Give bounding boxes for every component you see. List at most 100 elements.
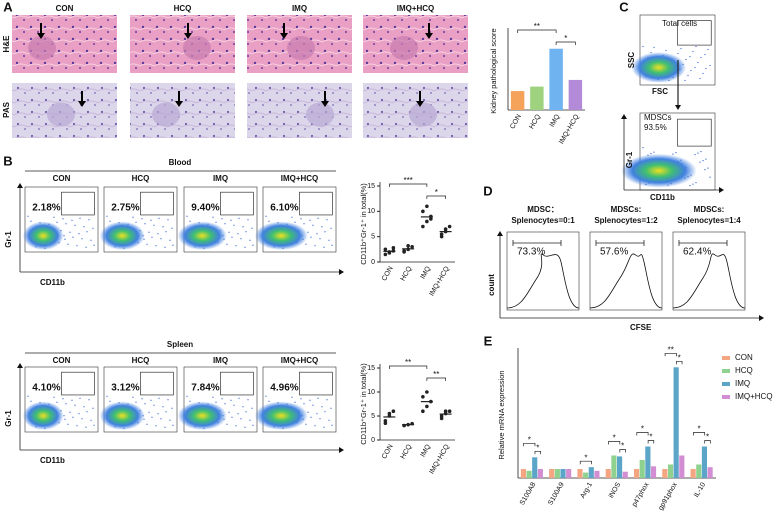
- flow-event: [237, 233, 239, 235]
- flow-event: [265, 215, 267, 217]
- y-tick-label: 15: [367, 183, 375, 190]
- column-label: HCQ: [174, 4, 192, 13]
- x-tick-label: CON: [381, 265, 395, 282]
- flow-density: [22, 401, 64, 431]
- flow-event: [164, 426, 166, 428]
- flow-event: [697, 61, 699, 64]
- gate: [220, 371, 254, 396]
- bar: [673, 367, 679, 478]
- y-tick-label: 5: [371, 234, 375, 241]
- arrow: [425, 23, 433, 39]
- x-tick-label: iNOS: [608, 481, 623, 499]
- percentage: 4.10%: [32, 382, 60, 393]
- panel-label: C: [619, 0, 629, 14]
- arrow: [78, 91, 86, 107]
- significance-bracket: [523, 442, 536, 447]
- percentage: 62.4%: [683, 247, 711, 258]
- x-tick-label: CON: [509, 113, 523, 130]
- flow-event: [268, 400, 270, 402]
- flow-event: [230, 399, 232, 401]
- flow-event: [700, 56, 702, 59]
- percentage: 3.12%: [111, 382, 139, 393]
- x-tick-label: CON: [381, 443, 395, 460]
- significance: *: [621, 442, 624, 451]
- flow-event: [326, 219, 328, 221]
- flow-event: [231, 236, 233, 238]
- axis-label: CD11b: [650, 193, 675, 202]
- flow-event: [300, 218, 302, 220]
- bar: [537, 469, 543, 478]
- flow-event: [684, 79, 686, 82]
- flow-event: [694, 154, 696, 156]
- flow-event: [265, 395, 267, 397]
- significance-bracket: [608, 441, 621, 445]
- gate: [61, 371, 95, 396]
- flow-event: [650, 153, 652, 155]
- flow-density: [99, 221, 145, 251]
- bar: [588, 467, 594, 478]
- group-label: IMQ: [213, 174, 228, 183]
- x-tick-label: S100A8: [519, 481, 538, 506]
- bar: [594, 470, 600, 478]
- flow-event: [291, 396, 293, 398]
- flow-density: [22, 221, 64, 251]
- glomerulus: [152, 102, 180, 127]
- flow-event: [323, 426, 325, 428]
- flow-event: [331, 244, 333, 246]
- flow-event: [155, 425, 157, 427]
- flow-event: [317, 217, 319, 219]
- flow-event: [303, 403, 305, 405]
- percentage: 4.96%: [270, 382, 298, 393]
- histogram-curve: [506, 253, 580, 309]
- flow-event: [310, 416, 312, 418]
- row-label: H&E: [2, 35, 11, 53]
- data-point: [387, 251, 392, 255]
- flow-event: [233, 224, 235, 226]
- flow-event: [72, 236, 74, 238]
- y-tick-label: 5: [371, 413, 375, 420]
- flow-event: [665, 49, 667, 52]
- bar: [605, 469, 611, 478]
- significance: *: [536, 443, 539, 452]
- x-tick-label: IMQ: [420, 443, 433, 458]
- data-point: [410, 245, 414, 249]
- percentage: 9.40%: [191, 202, 219, 213]
- flow-event: [189, 400, 191, 402]
- significance-bracket: [534, 450, 541, 455]
- flow-event: [252, 244, 254, 246]
- flow-event: [79, 397, 81, 399]
- flow-event: [702, 72, 704, 75]
- flow-event: [186, 215, 188, 217]
- flow-event: [235, 425, 237, 427]
- column-label: CON: [56, 4, 74, 13]
- flow-event: [685, 58, 687, 61]
- arrow: [675, 105, 681, 110]
- flow-event: [167, 219, 169, 221]
- flow-event: [106, 395, 108, 397]
- flow-event: [132, 396, 134, 398]
- flow-event: [90, 239, 92, 241]
- flow-event: [699, 161, 701, 163]
- percentage: 2.18%: [32, 202, 60, 213]
- flow-event: [172, 424, 174, 426]
- percentage: 2.75%: [111, 202, 139, 213]
- flow-event: [172, 244, 174, 246]
- flow-event: [53, 216, 55, 218]
- bar: [549, 469, 555, 478]
- glomerulus: [47, 102, 75, 127]
- significance: **: [433, 370, 439, 379]
- flow-event: [153, 404, 155, 406]
- flow-event: [319, 238, 321, 240]
- flow-event: [319, 418, 321, 420]
- data-point: [425, 404, 429, 409]
- flow-event: [224, 403, 226, 405]
- significance-bracket: [664, 352, 677, 357]
- flow-event: [64, 238, 66, 240]
- legend-label: CON: [735, 353, 753, 362]
- flow-event: [235, 245, 237, 247]
- flow-event: [157, 413, 159, 415]
- data-point: [429, 217, 433, 221]
- flow-event: [169, 419, 171, 421]
- significance-bracket: [579, 460, 592, 465]
- flow-event: [252, 424, 254, 426]
